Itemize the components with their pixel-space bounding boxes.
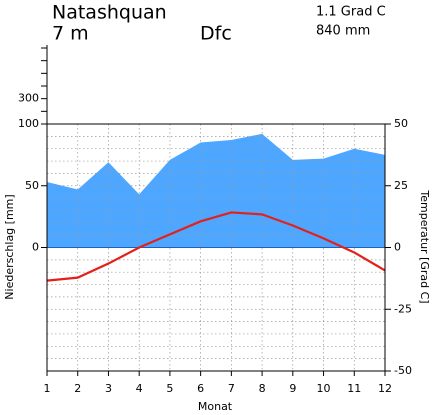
y2-tick-label: 0 bbox=[394, 241, 401, 254]
y2-tick-label: 50 bbox=[394, 117, 408, 130]
annual-precipitation: 840 mm bbox=[316, 24, 370, 39]
x-tick-label: 8 bbox=[259, 382, 266, 395]
x-tick-label: 12 bbox=[378, 382, 392, 395]
climate-class: Dfc bbox=[200, 23, 232, 45]
elevation: 7 m bbox=[52, 23, 89, 45]
chart-title: Natashquan bbox=[52, 2, 167, 24]
x-tick-label: 3 bbox=[105, 382, 112, 395]
x-tick-label: 7 bbox=[228, 382, 235, 395]
x-tick-label: 1 bbox=[44, 382, 51, 395]
precipitation-area bbox=[47, 133, 385, 248]
x-tick-label: 4 bbox=[136, 382, 143, 395]
y-tick-label: 0 bbox=[32, 241, 39, 254]
x-tick-label: 10 bbox=[317, 382, 331, 395]
annual-temperature: 1.1 Grad C bbox=[316, 5, 386, 20]
x-tick-label: 6 bbox=[197, 382, 204, 395]
y-tick-label: 300 bbox=[18, 92, 39, 105]
temperature-line bbox=[46, 211, 386, 282]
y-tick-label: 50 bbox=[25, 179, 39, 192]
y2-tick-label: -25 bbox=[394, 302, 412, 315]
x-tick-label: 2 bbox=[74, 382, 81, 395]
x-tick-label: 9 bbox=[289, 382, 296, 395]
x-tick-label: 11 bbox=[347, 382, 361, 395]
y2-axis-label: Temperatur [Grad C] bbox=[418, 189, 431, 303]
y2-tick-label: 25 bbox=[394, 179, 408, 192]
x-tick-label: 5 bbox=[166, 382, 173, 395]
y2-tick-label: -50 bbox=[394, 364, 412, 377]
x-axis-label: Monat bbox=[198, 400, 233, 413]
y-axis-label: Niederschlag [mm] bbox=[3, 194, 16, 299]
y-tick-label: 100 bbox=[18, 117, 39, 130]
